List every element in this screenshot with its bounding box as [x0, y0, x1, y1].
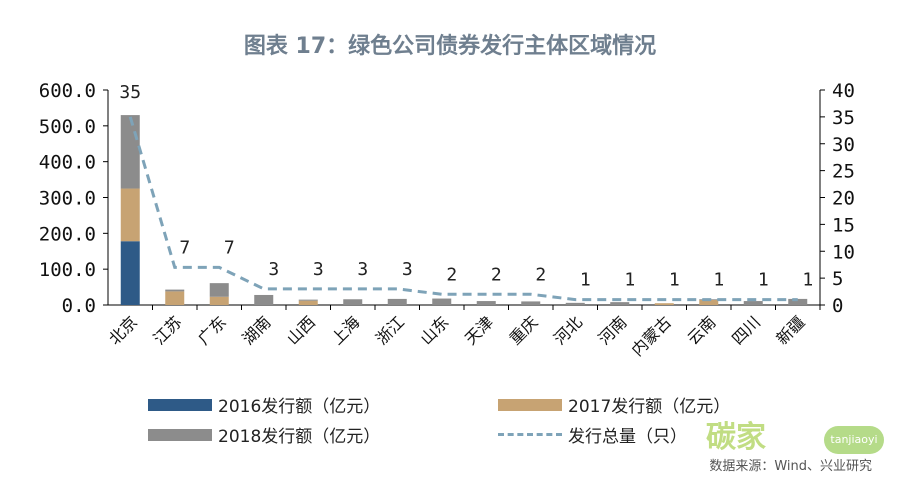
bar-segment [699, 299, 719, 305]
data-label: 3 [357, 259, 368, 280]
data-label: 1 [580, 270, 591, 291]
legend-label-total: 发行总量（只） [568, 427, 687, 447]
bar-segment [343, 299, 363, 305]
bar-segment [788, 298, 808, 305]
x-tick-label: 浙江 [372, 312, 408, 348]
x-tick-label: 河南 [595, 312, 631, 348]
right-tick-label: 0 [832, 295, 843, 317]
bar-segment [120, 115, 140, 189]
left-tick-label: 100.0 [39, 259, 96, 281]
x-tick-label: 内蒙古 [628, 312, 675, 359]
bar-segment [654, 303, 674, 305]
bar-segment [254, 294, 274, 305]
data-label: 1 [624, 270, 635, 291]
bar-segment [610, 302, 630, 305]
left-tick-label: 0.0 [62, 295, 96, 317]
bar-segment [432, 298, 452, 305]
bar-segment [387, 298, 407, 305]
bar-segment [120, 241, 140, 305]
data-label: 2 [535, 264, 546, 285]
legend-label-2017: 2017发行额（亿元） [568, 397, 731, 417]
x-tick-label: 江苏 [150, 312, 186, 348]
x-tick-label: 广东 [194, 312, 230, 348]
x-tick-label: 湖南 [239, 312, 275, 348]
bar-segment [165, 291, 185, 305]
data-label: 1 [713, 270, 724, 291]
legend-item-2018: 2018发行额（亿元） [148, 422, 380, 447]
data-label: 3 [313, 259, 324, 280]
left-tick-label: 300.0 [39, 188, 96, 210]
source-note: 数据来源：Wind、兴业研究 [709, 459, 872, 474]
bar-segment [120, 188, 140, 242]
total-count-line [128, 116, 798, 302]
bar-segment [209, 296, 229, 305]
data-label: 1 [758, 270, 769, 291]
right-tick-label: 10 [832, 241, 855, 263]
legend-item-2016: 2016发行额（亿元） [148, 392, 380, 417]
x-tick-label: 天津 [461, 312, 497, 348]
legend-item-total: 发行总量（只） [498, 422, 687, 447]
bar-segment [298, 299, 318, 301]
right-tick-label: 40 [832, 80, 855, 102]
left-tick-label: 500.0 [39, 116, 96, 138]
left-tick-label: 200.0 [39, 223, 96, 245]
data-label: 2 [446, 264, 457, 285]
legend-label-2018: 2018发行额（亿元） [218, 427, 381, 447]
data-label: 7 [179, 237, 190, 258]
x-tick-label: 北京 [105, 312, 141, 348]
watermark-logo: 碳家 [706, 420, 766, 455]
data-label: 1 [802, 270, 813, 291]
chart-title: 图表 17：绿色公司债券发行主体区域情况 [243, 34, 657, 59]
x-tick-label: 重庆 [506, 312, 542, 348]
left-tick-label: 400.0 [39, 152, 96, 174]
x-tick-label: 河北 [550, 312, 586, 348]
x-tick-label: 山东 [417, 312, 453, 348]
data-label: 7 [224, 237, 235, 258]
data-label: 2 [491, 264, 502, 285]
bar-segment [476, 301, 496, 305]
x-tick-label: 山西 [283, 312, 319, 348]
right-tick-label: 35 [832, 107, 855, 129]
x-tick-label: 四川 [728, 312, 764, 348]
data-label: 3 [402, 259, 413, 280]
data-label: 3 [268, 259, 279, 280]
left-tick-label: 600.0 [39, 80, 96, 102]
right-tick-label: 20 [832, 188, 855, 210]
legend-swatch-total [498, 433, 562, 436]
legend-swatch-2016 [148, 398, 212, 411]
legend-swatch-2017 [498, 398, 562, 411]
bar-segment [298, 300, 318, 305]
bar-segment [743, 301, 763, 305]
watermark-badge: tanjiaoyi [824, 426, 884, 454]
data-label: 1 [669, 270, 680, 291]
bar-segment [521, 301, 541, 305]
x-tick-label: 新疆 [773, 312, 809, 348]
data-label: 35 [119, 82, 141, 103]
x-tick-label: 上海 [328, 312, 364, 348]
legend-swatch-2018 [148, 428, 212, 441]
legend-item-2017: 2017发行额（亿元） [498, 392, 730, 417]
right-tick-label: 25 [832, 161, 855, 183]
right-tick-label: 30 [832, 134, 855, 156]
bar-segment [565, 302, 585, 305]
right-tick-label: 15 [832, 214, 855, 236]
bar-segment [165, 289, 185, 292]
bar-segment [209, 283, 229, 297]
legend-label-2016: 2016发行额（亿元） [218, 397, 381, 417]
right-tick-label: 5 [832, 268, 843, 290]
x-tick-label: 云南 [684, 312, 720, 348]
